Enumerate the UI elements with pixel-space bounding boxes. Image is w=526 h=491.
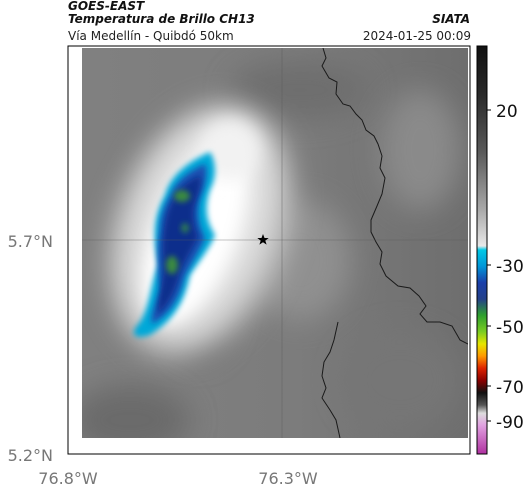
- border-line-south: [321, 321, 341, 438]
- lat-label: 5.2°N: [8, 446, 53, 465]
- colorbar-tick-label: -30: [496, 257, 524, 277]
- star-icon: [257, 234, 269, 245]
- product-title: Temperatura de Brillo CH13: [68, 12, 255, 26]
- imagery-layer: [82, 48, 468, 438]
- agency-label: SIATA: [432, 12, 470, 26]
- colorbar-tick-label: -50: [496, 318, 524, 338]
- colorbar-tick-label: -90: [496, 413, 524, 433]
- lon-label: 76.3°W: [258, 469, 318, 488]
- border-line-east: [321, 48, 468, 345]
- lat-label: 5.7°N: [8, 232, 53, 251]
- route-label: Vía Medellín - Quibdó 50km: [68, 29, 234, 43]
- satellite-title: GOES-EAST: [68, 0, 145, 13]
- lon-label: 76.8°W: [38, 469, 98, 488]
- colorbar-tick-label: -70: [496, 378, 524, 398]
- datetime-label: 2024-01-25 00:09: [362, 29, 471, 43]
- colorbar-tick-label: 20: [496, 102, 518, 122]
- colorbar: [476, 45, 488, 455]
